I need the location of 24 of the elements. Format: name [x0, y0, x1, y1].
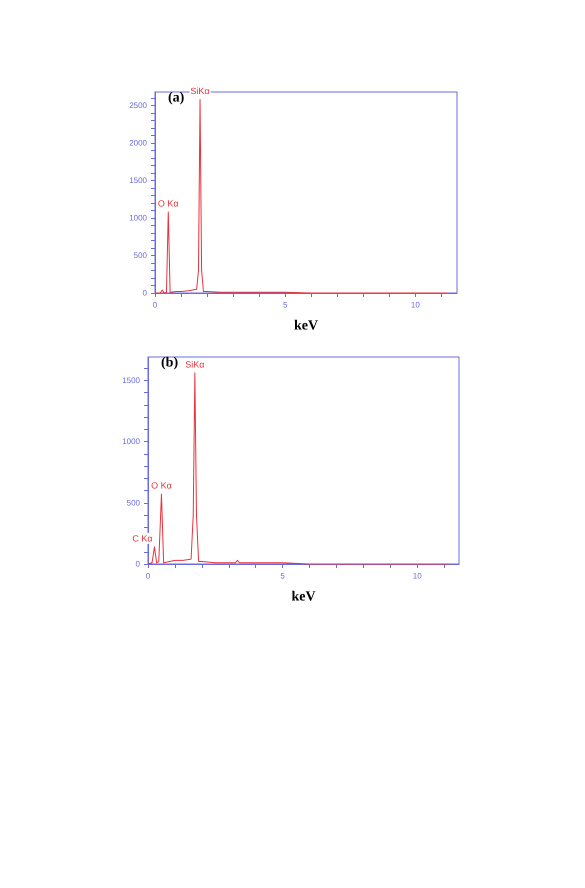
y-tick-label: 2000	[129, 138, 148, 148]
y-tick-label: 0	[142, 288, 148, 298]
y-tick-label: 500	[134, 251, 148, 260]
chart-title: (b)	[161, 356, 178, 370]
annotation: O Kα	[158, 198, 179, 208]
y-tick-label: 1000	[122, 437, 141, 446]
annotation: SiKα	[190, 86, 210, 96]
annotation: O Kα	[151, 480, 172, 491]
x-tick-label: 10	[410, 300, 420, 310]
y-tick-label: 2500	[129, 101, 148, 110]
y-tick-label: 0	[136, 560, 141, 568]
y-tick-label: 1000	[129, 214, 148, 222]
x-tick-label: 5	[282, 300, 288, 310]
y-tick-label: 500	[126, 498, 141, 508]
y-tick-label: 1500	[129, 176, 148, 185]
annotation: C Kα	[132, 533, 153, 544]
x-tick-label: 5	[280, 572, 286, 580]
x-axis-title: keV	[291, 590, 316, 604]
chart-title: (a)	[168, 90, 185, 106]
x-tick-label: 10	[412, 572, 422, 580]
y-tick-label: 1500	[122, 376, 141, 385]
x-tick-label: 0	[152, 300, 158, 310]
annotation: SiKα	[185, 359, 204, 370]
x-axis-title: keV	[294, 318, 318, 334]
